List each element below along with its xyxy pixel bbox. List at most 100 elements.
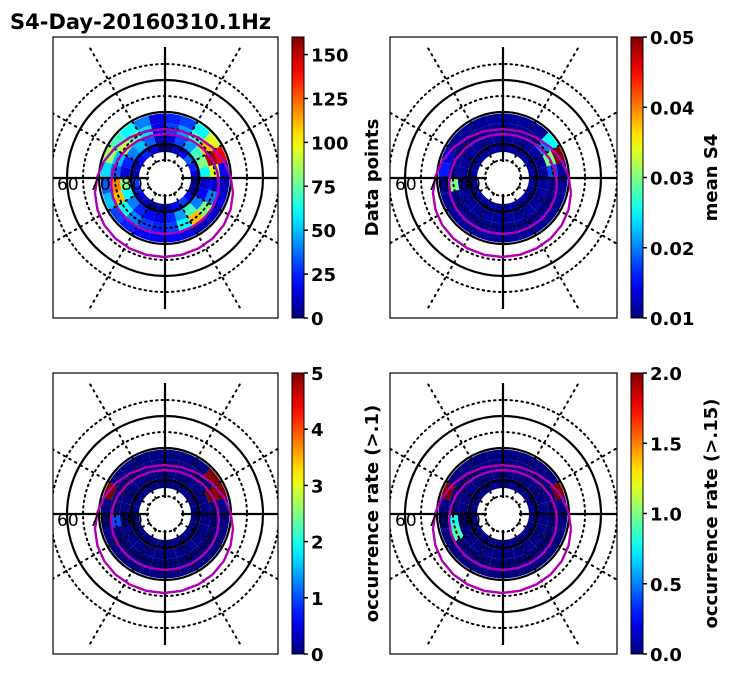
data-bin — [541, 205, 559, 224]
axes-frame — [389, 36, 618, 319]
data-bin — [517, 115, 536, 131]
data-bin — [463, 195, 478, 210]
radial-label-80: 80 — [459, 175, 481, 195]
data-bin — [125, 482, 140, 497]
polar-panel-bottom-left: 60 70 80 0 1 2 3 4 5 occurrence rate (>.1) — [52, 364, 383, 666]
grid-spoke-dotted — [427, 192, 495, 309]
grid-spoke-dotted — [511, 192, 579, 309]
data-bin — [109, 132, 127, 151]
data-bin — [132, 451, 151, 467]
data-bin — [102, 192, 118, 211]
data-bin — [470, 115, 489, 131]
oval-boundary-outer — [431, 463, 573, 595]
data-bin — [212, 192, 228, 211]
data-bin — [528, 146, 543, 161]
oval-boundary-outer — [93, 127, 235, 259]
radial-label-80: 80 — [459, 511, 481, 531]
data-bin — [503, 212, 515, 224]
polar-panel-top-right: 60 70 80 0.01 0.02 0.03 0.04 0.05 mean S4 — [389, 28, 722, 330]
data-bin — [455, 200, 472, 217]
data-bin — [182, 203, 197, 218]
data-bin — [165, 449, 182, 462]
data-bin — [471, 138, 486, 153]
data-bin — [119, 458, 138, 476]
data-bin — [447, 132, 465, 151]
colorbar-tick-label: 0 — [311, 309, 324, 330]
data-bin — [179, 115, 198, 131]
data-bin — [537, 166, 549, 178]
data-bin — [463, 531, 478, 546]
data-bin — [457, 122, 476, 140]
colorbar: 0.0 0.5 1.0 1.5 2.0 occurrence rate (>.15) — [630, 364, 722, 666]
data-bin — [471, 539, 486, 554]
data-bin — [192, 458, 211, 476]
data-bin — [486, 449, 503, 462]
grid-spoke-dotted — [390, 447, 489, 506]
data-bin — [541, 541, 559, 560]
colorbar-tick-label: 1 — [311, 589, 324, 610]
data-bin — [491, 548, 503, 560]
data-bin — [457, 514, 469, 526]
data-bin — [517, 561, 536, 577]
data-bin — [520, 138, 535, 153]
radial-label-60: 60 — [395, 175, 417, 195]
data-bin — [447, 205, 465, 224]
radial-label-70: 70 — [89, 511, 111, 531]
grid-spoke-dotted — [517, 522, 617, 581]
colorbar-tick-label: 2 — [311, 533, 324, 554]
radial-label-60: 60 — [57, 511, 79, 531]
data-bin — [102, 528, 118, 547]
data-bin — [537, 178, 549, 190]
data-bin — [541, 132, 559, 151]
plot-area: 60 70 80 — [390, 37, 617, 318]
colorbar-tick-label: 100 — [311, 133, 349, 154]
data-bin — [182, 474, 197, 489]
colorbar-tick-label: 0.05 — [650, 28, 694, 49]
data-bin — [217, 178, 230, 195]
data-bin — [555, 514, 568, 531]
data-bin — [528, 195, 543, 210]
colorbar-label: occurrence rate (>.15) — [701, 399, 722, 629]
colorbar-tick-label: 2.0 — [650, 364, 682, 385]
data-bin — [119, 178, 131, 190]
oval-boundary-outer — [93, 463, 235, 595]
oval-boundary-inner — [109, 468, 221, 572]
data-bin — [457, 178, 469, 190]
data-bin — [192, 216, 211, 234]
data-bin — [132, 225, 151, 241]
data-bin — [109, 541, 127, 560]
colorbar-tick-label: 0.02 — [650, 239, 694, 260]
radial-label-70: 70 — [427, 511, 449, 531]
data-bin — [119, 166, 131, 178]
colorbar: 0 25 50 75 100 125 150 Data points — [291, 36, 383, 330]
data-bin — [503, 113, 520, 126]
data-bin — [119, 122, 138, 140]
grid-spoke-dotted — [53, 522, 151, 580]
colorbar-gradient — [291, 36, 305, 319]
grid-spoke-dotted — [517, 447, 617, 506]
data-bin — [117, 536, 134, 553]
grid-spoke-dotted — [173, 192, 241, 309]
data-bin — [530, 552, 549, 570]
data-bin — [457, 458, 476, 476]
colorbar: 0 1 2 3 4 5 occurrence rate (>.1) — [291, 364, 383, 666]
data-bin — [133, 138, 148, 153]
data-bin — [503, 449, 520, 462]
data-bin — [117, 200, 134, 217]
colorbar-tick-label: 0.5 — [650, 575, 682, 596]
data-bin — [438, 514, 451, 531]
data-bin — [463, 482, 478, 497]
plot-area: 60 70 80 — [53, 37, 278, 318]
grid-spoke-dotted — [53, 448, 151, 506]
oval-boundary-inner — [447, 468, 559, 572]
data-bin — [457, 216, 476, 234]
data-bin — [488, 221, 503, 233]
grid-spoke-dotted — [179, 186, 278, 245]
grid-spoke-dotted — [173, 47, 241, 164]
grid-spoke-dotted — [89, 192, 157, 309]
data-bin — [541, 468, 559, 487]
data-bin — [550, 192, 566, 211]
polar-panel-bottom-right: 60 70 80 0.0 0.5 1.0 1.5 2.0 occurrence rate (>.… — [389, 364, 722, 666]
data-bin — [440, 192, 456, 211]
data-bin — [125, 195, 140, 210]
